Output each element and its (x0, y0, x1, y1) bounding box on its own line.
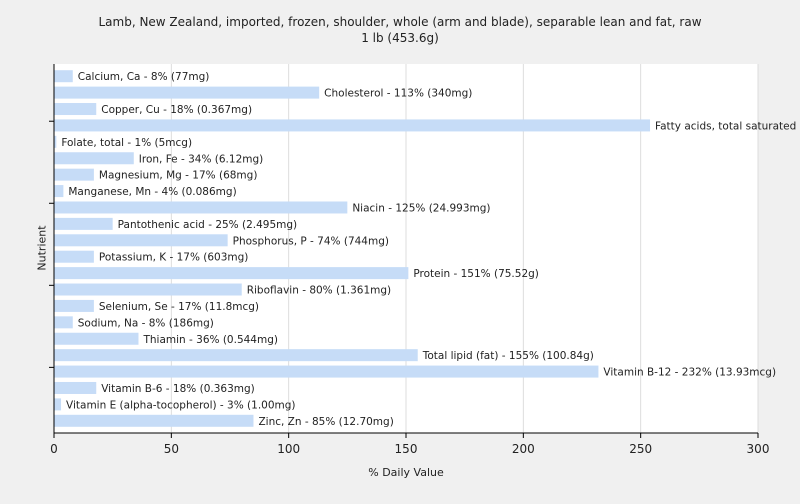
bar-label: Calcium, Ca - 8% (77mg) (78, 71, 210, 83)
chart-subtitle: 1 lb (453.6g) (361, 31, 439, 45)
bar-label: Riboflavin - 80% (1.361mg) (247, 285, 391, 297)
bar-label: Vitamin B-12 - 232% (13.93mcg) (603, 367, 776, 379)
bar-label: Protein - 151% (75.52g) (413, 268, 539, 280)
bar (54, 168, 94, 181)
x-tick-label: 300 (747, 442, 770, 456)
bar-label: Folate, total - 1% (5mcg) (61, 137, 192, 149)
bar (54, 299, 94, 312)
bar-label: Selenium, Se - 17% (11.8mcg) (99, 301, 259, 313)
bar (54, 152, 134, 165)
x-tick-label: 100 (277, 442, 300, 456)
bar (54, 365, 599, 378)
bar (54, 316, 73, 329)
x-tick-label: 0 (50, 442, 58, 456)
bar (54, 283, 242, 296)
y-axis-label: Nutrient (35, 225, 49, 271)
bar-label: Total lipid (fat) - 155% (100.84g) (422, 350, 594, 362)
bar (54, 349, 418, 362)
bar-label: Vitamin B-6 - 18% (0.363mg) (101, 383, 255, 395)
bar (54, 381, 97, 394)
chart-title: Lamb, New Zealand, imported, frozen, sho… (98, 15, 702, 29)
bar-label: Pantothenic acid - 25% (2.495mg) (118, 219, 297, 231)
bar-label: Zinc, Zn - 85% (12.70mg) (258, 416, 393, 428)
bar-label: Manganese, Mn - 4% (0.086mg) (68, 186, 236, 198)
bar (54, 217, 113, 230)
x-tick-label: 150 (395, 442, 418, 456)
bar (54, 86, 320, 99)
x-tick-label: 250 (629, 442, 652, 456)
bar-label: Phosphorus, P - 74% (744mg) (233, 235, 389, 247)
bar (54, 135, 57, 148)
bar-label: Niacin - 125% (24.993mg) (352, 202, 490, 214)
bar (54, 185, 64, 198)
bar-label: Sodium, Na - 8% (186mg) (78, 317, 214, 329)
bar-label: Thiamin - 36% (0.544mg) (142, 334, 278, 346)
bar-label: Copper, Cu - 18% (0.367mg) (101, 104, 252, 116)
bar-label: Iron, Fe - 34% (6.12mg) (139, 153, 263, 165)
x-tick-label: 50 (164, 442, 179, 456)
bar (54, 414, 254, 427)
bar (54, 250, 94, 263)
bar (54, 119, 651, 132)
bar (54, 332, 139, 345)
bar (54, 267, 409, 280)
bar (54, 103, 97, 116)
bar-label: Vitamin E (alpha-tocopherol) - 3% (1.00m… (66, 399, 296, 411)
x-axis-label: % Daily Value (368, 466, 444, 479)
bar (54, 398, 62, 411)
bar (54, 201, 348, 214)
bar (54, 234, 228, 247)
bar-label: Potassium, K - 17% (603mg) (99, 252, 249, 264)
bar-label: Fatty acids, total saturated - 254% (50.… (655, 120, 800, 132)
bar-label: Cholesterol - 113% (340mg) (324, 88, 472, 100)
bar-label: Magnesium, Mg - 17% (68mg) (99, 170, 258, 182)
x-tick-label: 200 (512, 442, 535, 456)
bar (54, 70, 73, 83)
